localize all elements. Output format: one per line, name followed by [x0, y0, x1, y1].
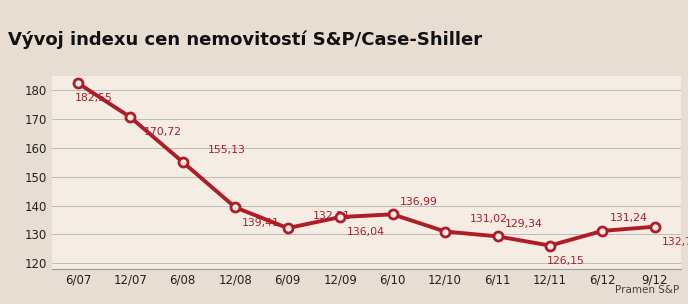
Text: 136,99: 136,99 — [400, 197, 438, 207]
Text: 131,24: 131,24 — [610, 213, 647, 223]
Text: Pramen S&P: Pramen S&P — [616, 285, 680, 295]
Text: 131,02: 131,02 — [470, 214, 508, 224]
Text: 132,21: 132,21 — [312, 211, 351, 221]
Text: 132,7: 132,7 — [662, 237, 688, 247]
Text: 170,72: 170,72 — [144, 127, 182, 137]
Text: 139,41: 139,41 — [242, 218, 280, 228]
Text: 126,15: 126,15 — [547, 256, 585, 266]
Text: 136,04: 136,04 — [347, 227, 385, 237]
Text: 182,55: 182,55 — [75, 93, 113, 103]
Text: Vývoj indexu cen nemovitostí S&P/Case-Shiller: Vývoj indexu cen nemovitostí S&P/Case-Sh… — [8, 30, 482, 49]
Text: 129,34: 129,34 — [504, 219, 542, 229]
Text: 155,13: 155,13 — [208, 145, 246, 154]
